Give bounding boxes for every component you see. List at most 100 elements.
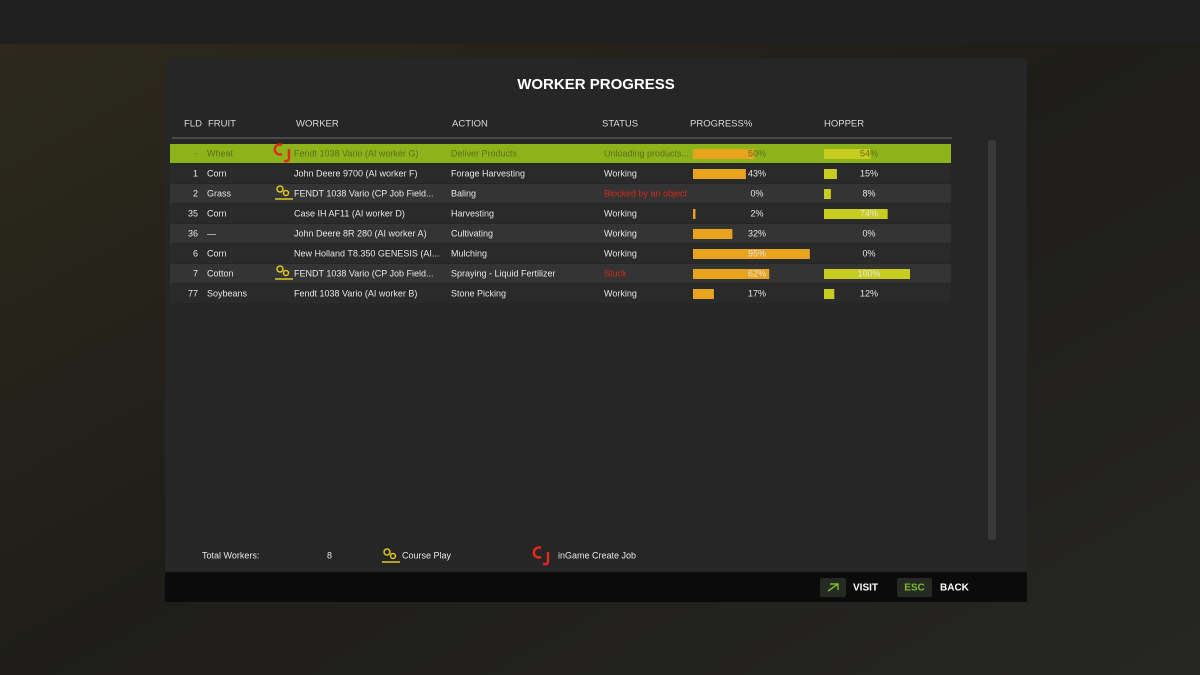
action: Baling <box>451 188 476 198</box>
progress-label: 62% <box>748 268 766 278</box>
cp-icon <box>275 265 293 280</box>
worker: FENDT 1038 Vario (CP Job Field... <box>294 188 434 198</box>
worker: New Holland T8.350 GENESIS (AI... <box>294 248 439 258</box>
progress-label: 50% <box>748 148 766 158</box>
progress-label: 43% <box>748 168 766 178</box>
table-row[interactable] <box>170 244 951 263</box>
column-header: ACTION <box>452 119 488 130</box>
action: Stone Picking <box>451 288 506 298</box>
visit-icon <box>827 583 839 592</box>
column-header: FLD <box>184 119 202 130</box>
top-band <box>0 0 1200 44</box>
total-value: 8 <box>327 550 332 560</box>
cp-icon <box>275 185 293 200</box>
hopper-bar <box>824 209 888 219</box>
fld: 1 <box>193 168 198 178</box>
hopper-label: 15% <box>860 168 878 178</box>
selected-row[interactable] <box>170 144 951 163</box>
action: Forage Harvesting <box>451 168 525 178</box>
total-label: Total Workers: <box>202 550 259 560</box>
hopper-bar <box>824 149 871 159</box>
fruit: Soybeans <box>207 288 248 298</box>
table-row[interactable] <box>170 204 951 223</box>
legend-cp: Course Play <box>402 550 452 560</box>
progress-bar <box>693 269 770 279</box>
action: Deliver Products <box>451 148 518 158</box>
action: Spraying - Liquid Fertilizer <box>451 268 556 278</box>
hopper-bar <box>824 189 831 199</box>
progress-label: 32% <box>748 228 766 238</box>
action: Mulching <box>451 248 487 258</box>
hopper-label: 0% <box>862 248 875 258</box>
status: Working <box>604 228 637 238</box>
fld: 6 <box>193 248 198 258</box>
action: Harvesting <box>451 208 494 218</box>
title: WORKER PROGRESS <box>517 76 675 93</box>
fld: 35 <box>188 208 198 218</box>
fld: 2 <box>193 188 198 198</box>
worker: Fendt 1038 Vario (AI worker G) <box>294 148 418 158</box>
fruit: Wheat <box>207 148 234 158</box>
panel <box>165 58 1027 572</box>
fruit: Cotton <box>207 268 234 278</box>
worker: Case IH AF11 (AI worker D) <box>294 208 405 218</box>
fld: 36 <box>188 228 198 238</box>
cj-icon <box>273 143 291 163</box>
table-row[interactable] <box>170 184 951 203</box>
progress-bar <box>693 289 714 299</box>
fruit: Corn <box>207 168 227 178</box>
fld: 77 <box>188 288 198 298</box>
cp-icon-part <box>282 269 290 277</box>
hopper-label: 54% <box>860 148 878 158</box>
hopper-label: 8% <box>862 188 875 198</box>
status: Working <box>604 288 637 298</box>
status: Blocked by an object <box>604 188 688 198</box>
table-row[interactable] <box>170 224 951 243</box>
cj-icon-part <box>273 143 283 156</box>
cj-icon-part <box>283 149 291 163</box>
column-header: WORKER <box>296 119 339 130</box>
fld: - <box>195 148 198 158</box>
fld: 7 <box>193 268 198 278</box>
action: Cultivating <box>451 228 493 238</box>
back-button[interactable]: ESC BACK <box>897 578 970 597</box>
scrollbar[interactable] <box>988 140 996 540</box>
table: FLD FRUIT WORKER ACTION STATUS PROGRESS% HOPPE… <box>170 119 951 303</box>
table-row[interactable] <box>170 284 951 303</box>
fruit: Corn <box>207 208 227 218</box>
hopper-bar <box>824 289 835 299</box>
hopper-bar <box>824 169 837 179</box>
visit-label[interactable]: VISIT <box>853 583 878 594</box>
back-label[interactable]: BACK <box>940 583 970 594</box>
cp-icon <box>382 548 400 563</box>
progress-bar <box>693 209 696 219</box>
progress-label: 0% <box>750 188 763 198</box>
worker: John Deere 8R 280 (AI worker A) <box>294 228 427 238</box>
esc-key[interactable] <box>897 578 932 597</box>
esc-label[interactable]: ESC <box>904 583 925 594</box>
status: Stuck <box>604 268 627 278</box>
fruit: Corn <box>207 248 227 258</box>
progress-label: 17% <box>748 288 766 298</box>
progress-bar <box>693 169 746 179</box>
worker: John Deere 9700 (AI worker F) <box>294 168 418 178</box>
button-bar <box>165 572 1027 602</box>
hopper-label: 12% <box>860 288 878 298</box>
progress-bar <box>693 249 810 259</box>
fruit: — <box>207 228 216 238</box>
worker: FENDT 1038 Vario (CP Job Field... <box>294 268 434 278</box>
column-header: FRUIT <box>208 119 236 130</box>
column-header: PROGRESS% <box>690 119 753 130</box>
column-header: STATUS <box>602 119 638 130</box>
fruit: Grass <box>207 188 232 198</box>
cp-icon-part <box>282 189 290 197</box>
cp-icon-part <box>276 265 284 273</box>
worker: Fendt 1038 Vario (AI worker B) <box>294 288 417 298</box>
hopper-label: 74% <box>860 208 878 218</box>
status: Working <box>604 208 637 218</box>
progress-label: 95% <box>748 248 766 258</box>
table-row[interactable] <box>170 164 951 183</box>
cp-icon-part <box>276 185 284 193</box>
visit-button[interactable]: VISIT <box>820 578 878 597</box>
